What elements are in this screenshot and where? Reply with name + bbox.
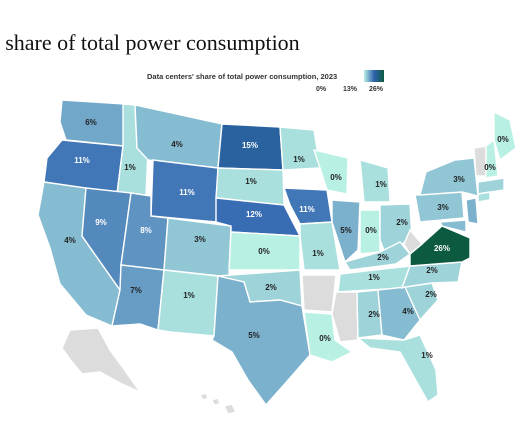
state-label-mo: 1% (312, 249, 324, 258)
state-label-fl: 1% (421, 351, 433, 360)
state-label-nm: 1% (183, 291, 195, 300)
state-ms[interactable] (331, 291, 359, 343)
state-label-il: 5% (340, 226, 352, 235)
state-ar[interactable] (301, 274, 337, 313)
legend-tick-max: 26% (369, 86, 384, 93)
state-label-mn: 1% (293, 155, 305, 164)
legend-tick-min: 0% (316, 86, 327, 93)
state-label-wi: 0% (330, 173, 342, 182)
state-label-az: 7% (130, 286, 142, 295)
state-label-id: 1% (124, 163, 136, 172)
state-ct[interactable] (477, 191, 491, 203)
state-ga[interactable] (377, 286, 421, 341)
state-label-or: 11% (74, 156, 90, 165)
state-label-mi: 1% (375, 180, 387, 189)
state-label-ky: 2% (377, 253, 389, 262)
state-label-wy: 11% (179, 188, 195, 197)
state-label-va: 26% (434, 244, 450, 253)
state-nh[interactable] (485, 138, 499, 179)
state-ma[interactable] (477, 177, 505, 195)
state-label-sd: 1% (245, 177, 257, 186)
state-label-oh: 2% (396, 218, 408, 227)
state-il[interactable] (331, 199, 361, 264)
legend-tick-mid: 13% (343, 86, 358, 93)
state-label-ga: 4% (402, 307, 414, 316)
state-label-nd: 15% (242, 141, 258, 150)
state-label-nc: 2% (426, 266, 438, 275)
state-label-ks: 0% (258, 247, 270, 256)
state-mi[interactable] (359, 159, 391, 203)
state-ak[interactable] (61, 327, 143, 394)
state-label-wa: 6% (85, 118, 97, 127)
state-ny[interactable] (419, 157, 479, 197)
page-title: ’ share of total power consumption (0, 30, 300, 55)
state-mn[interactable] (279, 126, 321, 171)
state-hi[interactable] (198, 392, 238, 415)
state-label-al: 2% (368, 310, 380, 319)
state-labels: 6% 11% 4% 1% 9% 4% 11% 8% 3% 7% 1% 15% 1% 12% 0% 2% 5% 1%… (64, 118, 509, 360)
state-wv[interactable] (403, 228, 423, 256)
state-mt[interactable] (134, 104, 223, 169)
state-md[interactable] (438, 219, 467, 233)
state-shapes (37, 99, 517, 415)
state-wi[interactable] (312, 149, 349, 195)
map-title: Data centers' share of total power consu… (147, 72, 338, 81)
state-nj[interactable] (465, 197, 479, 225)
state-label-ok: 2% (265, 283, 277, 292)
state-co[interactable] (163, 217, 232, 278)
legend-color-bar (364, 70, 384, 82)
state-label-tx: 5% (248, 331, 260, 340)
state-mo[interactable] (299, 221, 341, 271)
state-label-nv: 9% (95, 218, 107, 227)
state-label-mt: 4% (171, 140, 183, 149)
state-label-in: 0% (365, 226, 377, 235)
state-fl[interactable] (355, 334, 439, 404)
state-label-pa: 3% (437, 203, 449, 212)
state-label-ia: 11% (299, 205, 315, 214)
state-va[interactable] (409, 225, 471, 267)
state-label-co: 3% (194, 235, 206, 244)
state-nm[interactable] (157, 269, 219, 337)
state-label-sc: 2% (425, 290, 437, 299)
state-label-tn: 1% (368, 273, 380, 282)
state-label-me: 0% (497, 135, 509, 144)
state-label-ne: 12% (246, 210, 262, 219)
state-tx[interactable] (211, 275, 311, 407)
state-me[interactable] (493, 110, 517, 162)
state-label-ny: 3% (453, 175, 465, 184)
state-label-ut: 8% (140, 226, 152, 235)
state-label-la: 0% (319, 334, 331, 343)
state-label-ca: 4% (64, 236, 76, 245)
state-label-nh: 0% (484, 163, 496, 172)
